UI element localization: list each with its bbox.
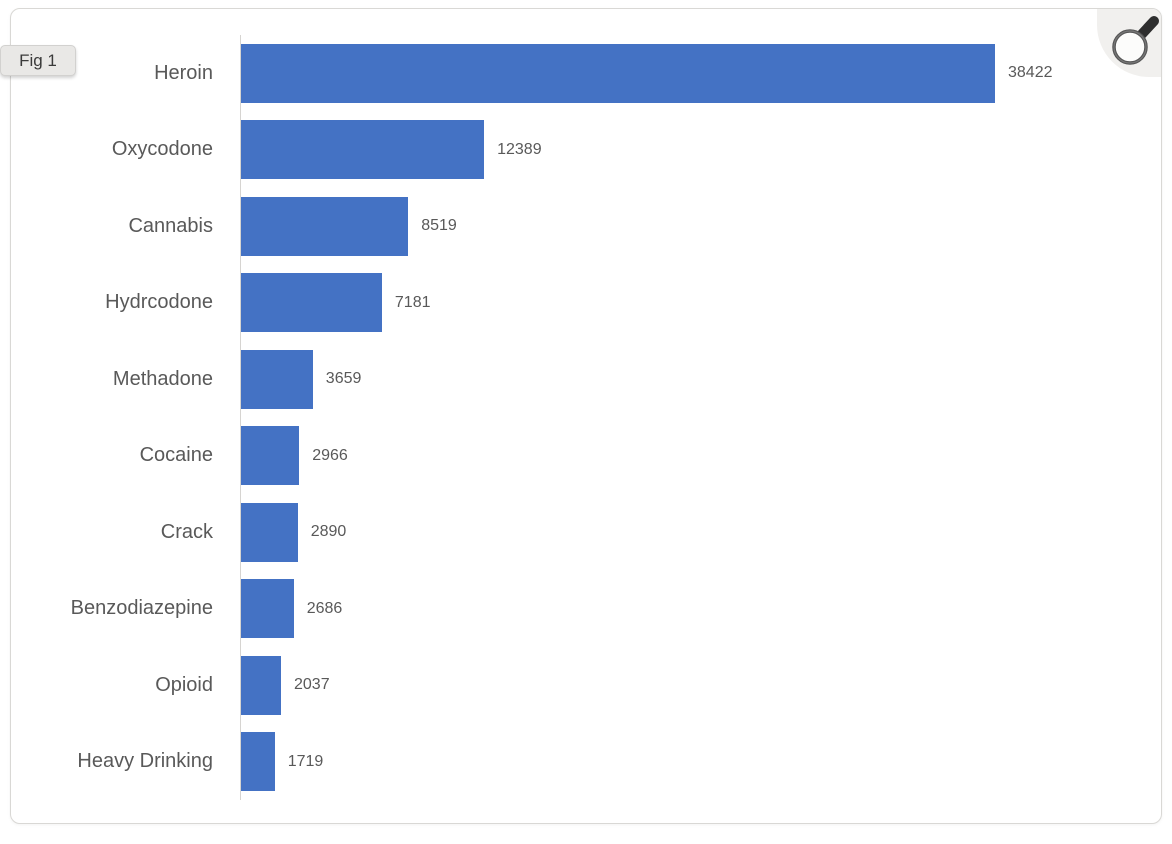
value-label: 3659	[325, 370, 362, 388]
figure-label: Fig 1	[19, 50, 57, 70]
zoom-button[interactable]	[1097, 9, 1161, 77]
bar-track: 7181	[240, 264, 1147, 341]
bar-track: 2037	[240, 647, 1147, 724]
category-label: Heavy Drinking	[77, 750, 213, 773]
chart-plot-area: Heroin 38422 Oxycodone 12389 Cannabis 8519 Hyd…	[11, 35, 1147, 800]
figure-badge: Fig 1	[0, 45, 76, 76]
bar[interactable]	[241, 502, 298, 562]
bar-row: Hydrcodone 7181	[11, 264, 1147, 341]
bar-track: 3659	[240, 341, 1147, 418]
value-label: 2037	[294, 676, 330, 694]
bar-row: Opioid 2037	[11, 647, 1147, 724]
bar-row: Crack 2890	[11, 494, 1147, 571]
bar-row: Benzodiazepine 2686	[11, 570, 1147, 647]
bar-track: 12389	[240, 111, 1147, 188]
bar-track: 2686	[240, 570, 1147, 647]
value-label: 2686	[306, 599, 343, 617]
bar[interactable]	[241, 426, 300, 486]
bar[interactable]	[241, 273, 382, 333]
magnifier-icon	[1112, 16, 1159, 65]
value-label: 7181	[394, 293, 431, 311]
bar[interactable]	[241, 196, 409, 256]
bar-track: 2966	[240, 417, 1147, 494]
category-label: Methadone	[112, 367, 213, 390]
bar-track: 38422	[240, 35, 1147, 112]
bar-row: Methadone 3659	[11, 341, 1147, 418]
category-label: Opioid	[155, 673, 213, 696]
value-label: 2890	[310, 523, 347, 541]
bar-track: 2890	[240, 494, 1147, 571]
category-label: Benzodiazepine	[70, 597, 213, 620]
bar-row: Oxycodone 12389	[11, 111, 1147, 188]
category-label: Hydrcodone	[105, 291, 213, 314]
bar[interactable]	[241, 655, 281, 715]
bar[interactable]	[241, 579, 294, 639]
category-label: Cannabis	[128, 214, 213, 237]
category-label: Cocaine	[139, 444, 213, 467]
bar[interactable]	[241, 349, 313, 409]
bar-row: Heroin 38422	[11, 35, 1147, 112]
bar-row: Heavy Drinking 1719	[11, 723, 1147, 800]
value-label: 2966	[312, 446, 348, 464]
category-label: Crack	[160, 520, 213, 543]
value-label: 1719	[287, 752, 324, 770]
bar[interactable]	[241, 120, 485, 180]
value-label: 38422	[1008, 64, 1053, 82]
chart-card: Heroin 38422 Oxycodone 12389 Cannabis 8519 Hyd…	[10, 8, 1162, 824]
category-label: Heroin	[154, 61, 213, 84]
category-label: Oxycodone	[111, 138, 213, 161]
value-label: 12389	[497, 140, 542, 158]
bar[interactable]	[241, 43, 995, 103]
bar-row: Cocaine 2966	[11, 417, 1147, 494]
bar-track: 8519	[240, 188, 1147, 265]
bar-track: 1719	[240, 723, 1147, 800]
bar[interactable]	[241, 732, 275, 792]
value-label: 8519	[421, 217, 457, 235]
bar-row: Cannabis 8519	[11, 188, 1147, 265]
